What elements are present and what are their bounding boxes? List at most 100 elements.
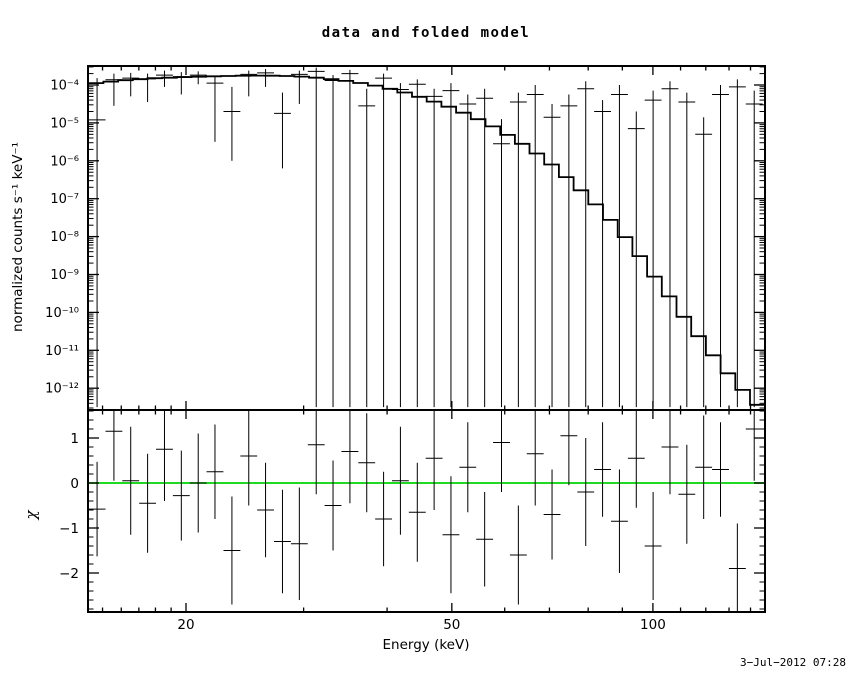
residual-point	[172, 450, 190, 541]
plot-title: data and folded model	[322, 25, 531, 41]
residual-point	[122, 426, 140, 535]
residual-point	[408, 462, 426, 562]
spectrum-data-points	[89, 67, 763, 408]
data-point	[122, 72, 140, 97]
x-axis-ticks: 20 50 100	[101, 66, 752, 633]
data-point	[745, 90, 763, 408]
y-tick-label: 10⁻¹¹	[45, 344, 79, 359]
residual-point	[324, 460, 342, 551]
data-point	[89, 78, 106, 408]
data-point	[156, 70, 173, 87]
top-y-axis-ticks: 10⁻⁴ 10⁻⁵ 10⁻⁶ 10⁻⁷ 10⁻⁸ 10⁻⁹ 10⁻¹⁰ 10⁻¹¹ 10⁻¹²	[45, 66, 765, 409]
data-point	[425, 88, 443, 408]
y-tick-label: 10⁻⁸	[50, 230, 79, 245]
data-point	[358, 88, 376, 408]
residual-point	[290, 487, 308, 600]
residual-point	[577, 438, 595, 546]
y-axis-label-top: normalized counts s⁻¹ keV⁻¹	[10, 142, 26, 332]
residual-point	[493, 411, 510, 492]
y-tick-label: −1	[59, 521, 79, 537]
data-point	[189, 71, 207, 85]
residual-point	[257, 462, 274, 558]
data-point	[307, 67, 325, 408]
data-point	[375, 73, 393, 408]
data-point	[105, 73, 123, 106]
data-point	[712, 85, 729, 408]
residual-point	[712, 422, 729, 517]
data-point	[324, 75, 342, 408]
y-tick-label: 10⁻⁶	[50, 154, 79, 169]
data-point	[577, 81, 595, 408]
residual-point	[728, 523, 746, 611]
x-axis-label: Energy (keV)	[383, 637, 470, 653]
data-point	[459, 94, 477, 408]
residual-point	[189, 433, 207, 533]
x-tick-label: 100	[640, 617, 666, 633]
data-point	[594, 100, 611, 408]
data-point	[627, 111, 645, 408]
data-point	[223, 86, 241, 161]
data-point	[493, 119, 510, 408]
residual-point	[678, 444, 696, 544]
residual-point	[375, 471, 393, 567]
residual-point	[341, 411, 359, 504]
residual-point	[89, 461, 106, 557]
residual-point	[240, 411, 258, 506]
residual-point	[560, 411, 578, 486]
residual-point	[543, 469, 561, 560]
model-curve	[89, 74, 764, 406]
residual-point	[644, 492, 662, 600]
y-tick-label: 10⁻⁴	[50, 79, 79, 94]
residual-point	[223, 496, 241, 605]
residual-point	[156, 411, 173, 501]
residual-point	[105, 411, 123, 481]
y-axis-label-bottom: χ	[22, 510, 40, 521]
y-tick-label: 10⁻⁹	[50, 268, 79, 283]
residual-point	[139, 453, 157, 553]
data-point	[290, 70, 308, 104]
data-point	[206, 75, 224, 142]
data-point	[408, 79, 426, 408]
data-point	[172, 72, 190, 95]
y-tick-label: −2	[59, 566, 79, 582]
y-tick-label: 10⁻⁵	[50, 116, 79, 131]
data-point	[526, 85, 544, 408]
residual-point	[425, 411, 443, 510]
residual-point	[695, 415, 713, 519]
data-point	[661, 81, 679, 408]
residual-point	[274, 489, 291, 594]
timestamp: 3−Jul−2012 07:28	[740, 656, 846, 669]
data-point	[509, 92, 527, 408]
residual-points	[89, 411, 763, 611]
residual-point	[307, 411, 325, 495]
x-tick-label: 20	[177, 617, 194, 633]
y-tick-label: 1	[70, 431, 79, 447]
residual-point	[459, 422, 477, 513]
residual-point	[476, 492, 494, 587]
data-point	[257, 69, 274, 87]
residual-point	[391, 426, 409, 535]
residual-point	[611, 469, 628, 573]
residual-point	[594, 422, 611, 517]
y-tick-label: 0	[70, 476, 79, 492]
y-tick-label: 10⁻⁷	[50, 192, 79, 207]
residual-point	[358, 413, 376, 513]
data-point	[678, 92, 696, 408]
residual-point	[526, 411, 544, 506]
data-point	[341, 69, 359, 408]
data-point	[274, 92, 291, 169]
data-point	[139, 73, 157, 103]
bottom-panel-frame	[87, 409, 766, 613]
data-point	[644, 90, 662, 408]
residual-point	[509, 505, 527, 605]
plot-layers: 20 50 100 10⁻⁴ 10⁻⁵ 10⁻⁶ 10⁻⁷ 10⁻⁸ 10⁻⁹ 10⁻¹⁰ 10⁻¹…	[45, 65, 766, 633]
data-point	[240, 70, 258, 97]
data-point	[442, 83, 460, 408]
data-point	[560, 94, 578, 408]
data-point	[476, 88, 494, 408]
y-tick-label: 10⁻¹²	[45, 382, 79, 397]
y-tick-label: 10⁻¹⁰	[45, 306, 79, 321]
